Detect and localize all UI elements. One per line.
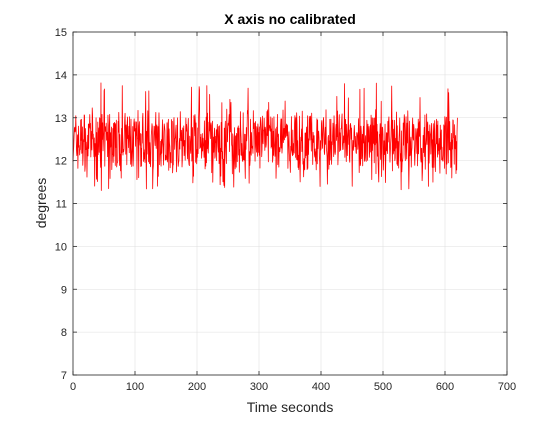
chart-title: X axis no calibrated — [224, 11, 356, 27]
y-tick-label: 9 — [61, 284, 67, 296]
y-tick-label: 15 — [55, 27, 67, 39]
series-group — [72, 82, 458, 191]
y-axis-label: degrees — [33, 178, 49, 229]
series-line — [72, 82, 458, 191]
y-tick-label: 8 — [61, 327, 67, 339]
x-tick-label: 100 — [126, 381, 144, 393]
x-tick-label: 0 — [70, 381, 76, 393]
x-tick-label: 300 — [250, 381, 268, 393]
tick-marks — [72, 31, 508, 376]
x-axis-label: Time seconds — [247, 399, 334, 415]
x-tick-label: 600 — [436, 381, 454, 393]
y-tick-label: 11 — [56, 199, 67, 211]
y-tick-label: 12 — [55, 156, 67, 168]
y-tick-label: 14 — [55, 70, 67, 82]
y-tick-label: 13 — [55, 113, 67, 125]
x-tick-label: 500 — [374, 381, 392, 393]
y-tick-label: 10 — [55, 241, 67, 253]
tick-labels: 0 100 200 300 400 500 600 700 7 8 9 10 11 12 13 14 15 — [55, 27, 516, 393]
y-tick-label: 7 — [61, 370, 67, 382]
x-tick-label: 400 — [312, 381, 330, 393]
x-tick-label: 700 — [498, 381, 516, 393]
x-tick-label: 200 — [188, 381, 206, 393]
